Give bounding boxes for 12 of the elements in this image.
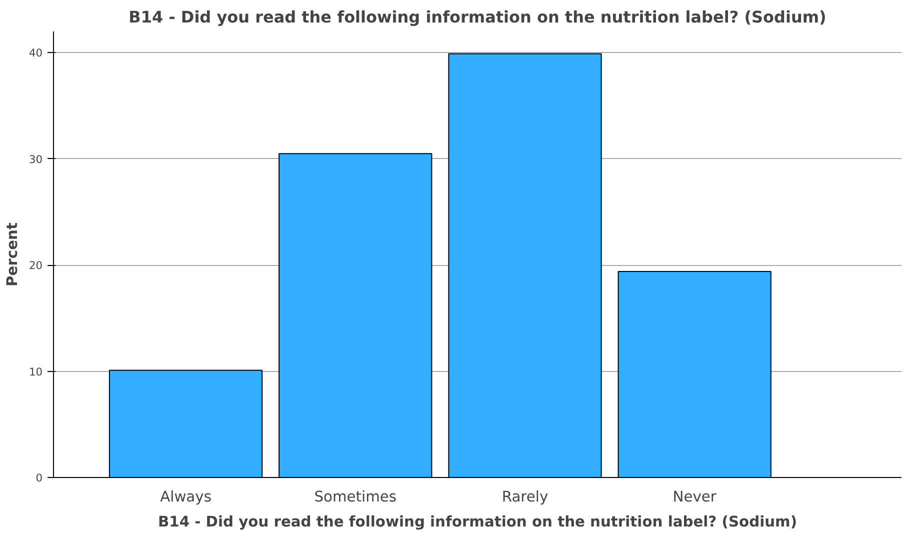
- x-tick-label: Rarely: [502, 488, 548, 506]
- x-tick-label: Always: [160, 488, 212, 506]
- x-tick-label: Never: [672, 488, 718, 506]
- y-tick-label: 0: [36, 472, 43, 484]
- y-tick-label: 10: [28, 365, 43, 378]
- y-tick-label: 40: [28, 46, 43, 60]
- x-axis-title: B14 - Did you read the following information on the nutrition label? (Sodium): [158, 514, 798, 530]
- chart-title: B14 - Did you read the following information on the nutrition label? (Sodium): [128, 8, 826, 26]
- y-tick-label: 30: [28, 152, 43, 166]
- x-tick-label: Sometimes: [314, 488, 397, 506]
- y-tick-label: 20: [28, 259, 43, 272]
- y-axis-title: Percent: [4, 222, 21, 286]
